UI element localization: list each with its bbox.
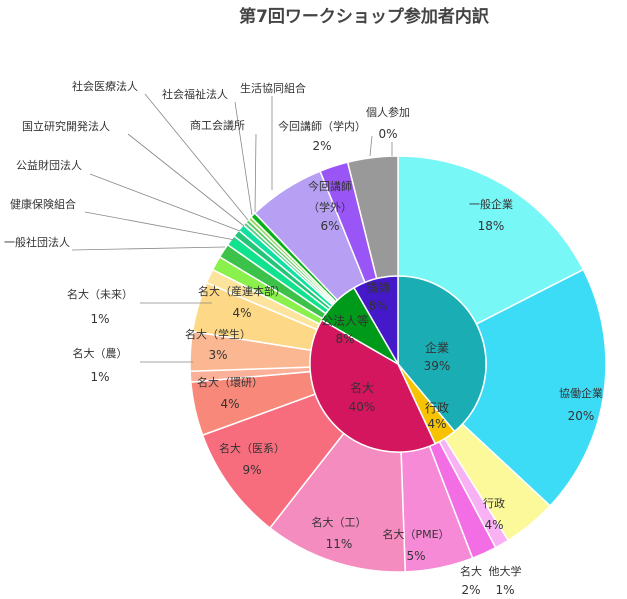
outer-slice-label: 公益財団法人 — [16, 158, 82, 172]
inner-slice-value: 8% — [368, 299, 387, 313]
outer-slice-label: 一般社団法人 — [4, 235, 70, 249]
outer-slice-label: 名大（工） — [312, 515, 367, 529]
outer-slice-value: 18% — [478, 219, 505, 233]
leader-line — [234, 101, 253, 216]
outer-slice-label: 名大（未来） — [67, 287, 133, 301]
outer-slice-label: 一般企業 — [469, 197, 513, 211]
leader-line — [89, 173, 241, 232]
outer-slice-value: 11% — [326, 537, 353, 551]
outer-slice-label: 協働企業 — [559, 386, 603, 400]
outer-slice-value: 6% — [320, 219, 339, 233]
inner-slice-label: 行政 — [425, 401, 449, 415]
outer-slice-value: 1% — [495, 583, 514, 597]
outer-slice-label: 名大（産連本部） — [198, 284, 286, 298]
outer-slice-label: 個人参加 — [366, 105, 410, 119]
outer-slice-label: 今回講師（学内） — [278, 119, 366, 133]
outer-slice-label: 国立研究開発法人 — [22, 119, 110, 133]
outer-slice-value: 5% — [406, 549, 425, 563]
inner-slice-value: 8% — [335, 332, 354, 346]
inner-slice-label: 講師 — [366, 280, 390, 295]
outer-slice-value: 4% — [232, 306, 251, 320]
inner-slice — [352, 275, 399, 367]
outer-slice-value: 0% — [378, 127, 397, 141]
outer-slice-label: 名大（医系） — [219, 441, 285, 455]
outer-slice-value: 2% — [312, 139, 331, 153]
outer-slice-label: 商工会議所 — [190, 118, 245, 132]
outer-slice-label: 行政 — [483, 496, 505, 510]
outer-slice-value: 3% — [208, 348, 227, 362]
inner-slice-value: 4% — [427, 417, 446, 431]
outer-slice-label: 他大学 — [489, 564, 522, 578]
inner-slice-label: 公法人等 — [321, 314, 369, 328]
outer-slice-label: 社会医療法人 — [72, 79, 138, 93]
outer-slice-value: 4% — [484, 518, 503, 532]
outer-slice-value: 2% — [461, 583, 480, 597]
outer-slice-value: 1% — [90, 370, 109, 384]
inner-slice-label: 企業 — [425, 340, 449, 355]
outer-slice-label: 名大（環研） — [197, 375, 263, 389]
leader-line — [369, 135, 373, 157]
inner-slice-label: 名大 — [350, 380, 374, 395]
outer-slice-value: 20% — [568, 409, 595, 423]
leader-line — [127, 133, 245, 227]
outer-slice-label: 名大 — [460, 564, 482, 578]
inner-slice-value: 40% — [349, 400, 376, 414]
outer-slice-label: 名大（PME） — [382, 527, 449, 541]
leader-line — [84, 211, 236, 241]
outer-slice-label: 社会福祉法人 — [162, 87, 228, 101]
outer-slice-value: 1% — [90, 312, 109, 326]
outer-slice-label: 名大（学生） — [185, 327, 251, 341]
leader-line — [71, 246, 226, 251]
inner-slice — [309, 318, 437, 453]
outer-slice-label: 健康保険組合 — [10, 197, 76, 211]
outer-slice-label-sub: （学外） — [308, 200, 352, 214]
leader-line — [254, 133, 257, 213]
outer-slice-value: 9% — [242, 463, 261, 477]
leader-line — [144, 93, 249, 221]
outer-slice-value: 4% — [220, 397, 239, 411]
outer-slice-label: 今回講師 — [308, 179, 352, 193]
inner-slice — [397, 275, 487, 433]
inner-slice-value: 39% — [424, 359, 451, 373]
chart-title: 第7回ワークショップ参加者内訳 — [239, 6, 490, 27]
outer-slice-label: 名大（農） — [73, 346, 128, 360]
outer-slice-label: 生活協同組合 — [240, 81, 306, 95]
